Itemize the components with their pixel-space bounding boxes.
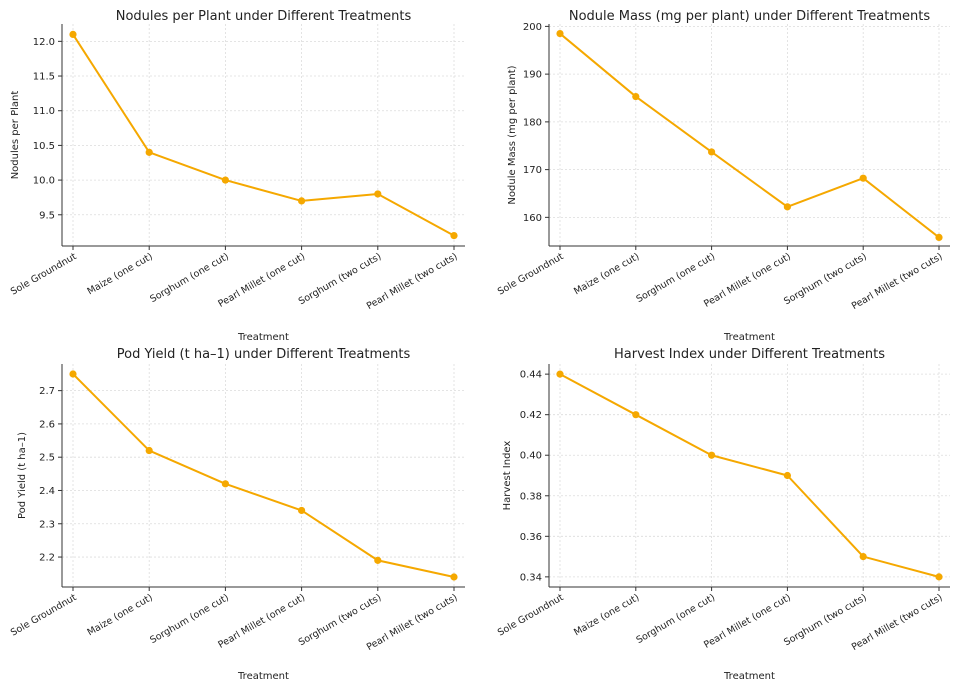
x-axis-label: Treatment bbox=[723, 671, 775, 682]
data-point bbox=[708, 451, 716, 459]
x-tick-label: Maize (one cut) bbox=[85, 592, 154, 638]
series-line bbox=[72, 33, 455, 237]
y-tick-label: 2.7 bbox=[39, 386, 55, 397]
data-point bbox=[69, 30, 77, 39]
x-tick-label: Maize (one cut) bbox=[572, 592, 641, 638]
data-point bbox=[783, 203, 792, 211]
series-line bbox=[559, 373, 940, 578]
data-point bbox=[450, 231, 458, 240]
y-tick-label: 200 bbox=[523, 22, 542, 33]
y-tick-label: 0.40 bbox=[520, 451, 542, 462]
y-axis-label: Nodule Mass (mg per plant) bbox=[507, 65, 518, 204]
data-point bbox=[632, 92, 640, 101]
y-axis-label: Pod Yield (t ha–1) bbox=[17, 432, 28, 519]
y-tick-label: 0.44 bbox=[520, 370, 542, 381]
data-point bbox=[783, 471, 792, 480]
data-point bbox=[859, 552, 867, 561]
chart-title: Harvest Index under Different Treatments bbox=[614, 347, 885, 362]
data-point bbox=[556, 29, 564, 38]
data-point bbox=[145, 148, 153, 156]
y-tick-label: 2.2 bbox=[39, 553, 55, 564]
data-point bbox=[298, 506, 306, 515]
data-point bbox=[556, 370, 564, 378]
chart-title: Nodules per Plant under Different Treatm… bbox=[116, 9, 412, 24]
y-tick-label: 2.4 bbox=[39, 486, 55, 497]
data-point bbox=[708, 148, 716, 156]
y-tick-label: 11.0 bbox=[33, 106, 55, 117]
y-tick-label: 0.38 bbox=[520, 491, 542, 502]
x-tick-label: Maize (one cut) bbox=[572, 251, 641, 297]
chart-nodule-mass: 160 170 180 190 200 Sole Groundnut Maize (one … bbox=[496, 9, 950, 343]
gridlines bbox=[549, 364, 950, 587]
x-tick-label: Sorghum (one cut) bbox=[635, 592, 718, 646]
x-axis-label: Treatment bbox=[723, 332, 775, 343]
x-axis-label: Treatment bbox=[237, 671, 289, 682]
data-point bbox=[374, 556, 382, 564]
gridlines bbox=[62, 364, 465, 587]
data-point bbox=[935, 573, 943, 581]
x-tick-label: Maize (one cut) bbox=[85, 251, 154, 297]
chart-nodules-per-plant: 9.5 10.0 10.5 11.0 11.5 12.0 Sole Groundnut Mai… bbox=[9, 9, 465, 343]
x-tick-label: Sole Groundnut bbox=[496, 251, 566, 298]
y-axis-label: Nodules per Plant bbox=[10, 91, 21, 180]
x-tick-label: Sorghum (one cut) bbox=[148, 592, 231, 646]
y-tick-label: 2.3 bbox=[39, 519, 55, 530]
chart-title: Nodule Mass (mg per plant) under Differe… bbox=[569, 9, 930, 24]
y-tick-label: 2.6 bbox=[39, 419, 55, 430]
y-tick-label: 11.5 bbox=[33, 72, 55, 83]
gridlines bbox=[549, 24, 950, 246]
gridlines bbox=[62, 24, 465, 246]
data-point bbox=[298, 197, 306, 205]
x-tick-label: Sorghum (one cut) bbox=[148, 251, 231, 305]
data-point bbox=[935, 233, 943, 242]
series-line bbox=[72, 373, 455, 578]
data-point bbox=[450, 573, 458, 581]
data-point bbox=[145, 446, 153, 455]
y-axis-label: Harvest Index bbox=[502, 441, 513, 511]
y-tick-label: 12.0 bbox=[33, 37, 55, 48]
data-point bbox=[69, 370, 77, 378]
y-tick-label: 9.5 bbox=[39, 210, 55, 221]
chart-pod-yield: 2.2 2.3 2.4 2.5 2.6 2.7 Sole Groundnut Maize (o… bbox=[9, 347, 465, 682]
series-line bbox=[559, 32, 940, 239]
y-tick-label: 180 bbox=[523, 117, 542, 128]
y-tick-label: 0.34 bbox=[520, 572, 542, 583]
y-tick-label: 170 bbox=[523, 165, 542, 176]
data-point bbox=[221, 176, 229, 184]
data-point bbox=[632, 411, 640, 419]
y-tick-label: 190 bbox=[523, 70, 542, 81]
x-tick-label: Sole Groundnut bbox=[9, 592, 79, 639]
y-tick-label: 10.5 bbox=[33, 141, 55, 152]
chart-title: Pod Yield (t ha–1) under Different Treat… bbox=[117, 347, 411, 362]
y-tick-label: 160 bbox=[523, 213, 542, 224]
x-axis-label: Treatment bbox=[237, 332, 289, 343]
data-point bbox=[374, 190, 382, 198]
chart-harvest-index: 0.34 0.36 0.38 0.40 0.42 0.44 Sole Groundnut Ma… bbox=[496, 347, 950, 682]
y-tick-label: 0.42 bbox=[520, 410, 542, 421]
data-point bbox=[859, 174, 867, 182]
x-tick-label: Sorghum (one cut) bbox=[635, 251, 718, 305]
y-tick-label: 2.5 bbox=[39, 453, 55, 464]
x-tick-label: Sole Groundnut bbox=[9, 251, 79, 298]
y-tick-label: 0.36 bbox=[520, 532, 542, 543]
data-point bbox=[221, 480, 229, 488]
x-tick-label: Sole Groundnut bbox=[496, 592, 566, 639]
y-tick-label: 10.0 bbox=[33, 176, 55, 187]
